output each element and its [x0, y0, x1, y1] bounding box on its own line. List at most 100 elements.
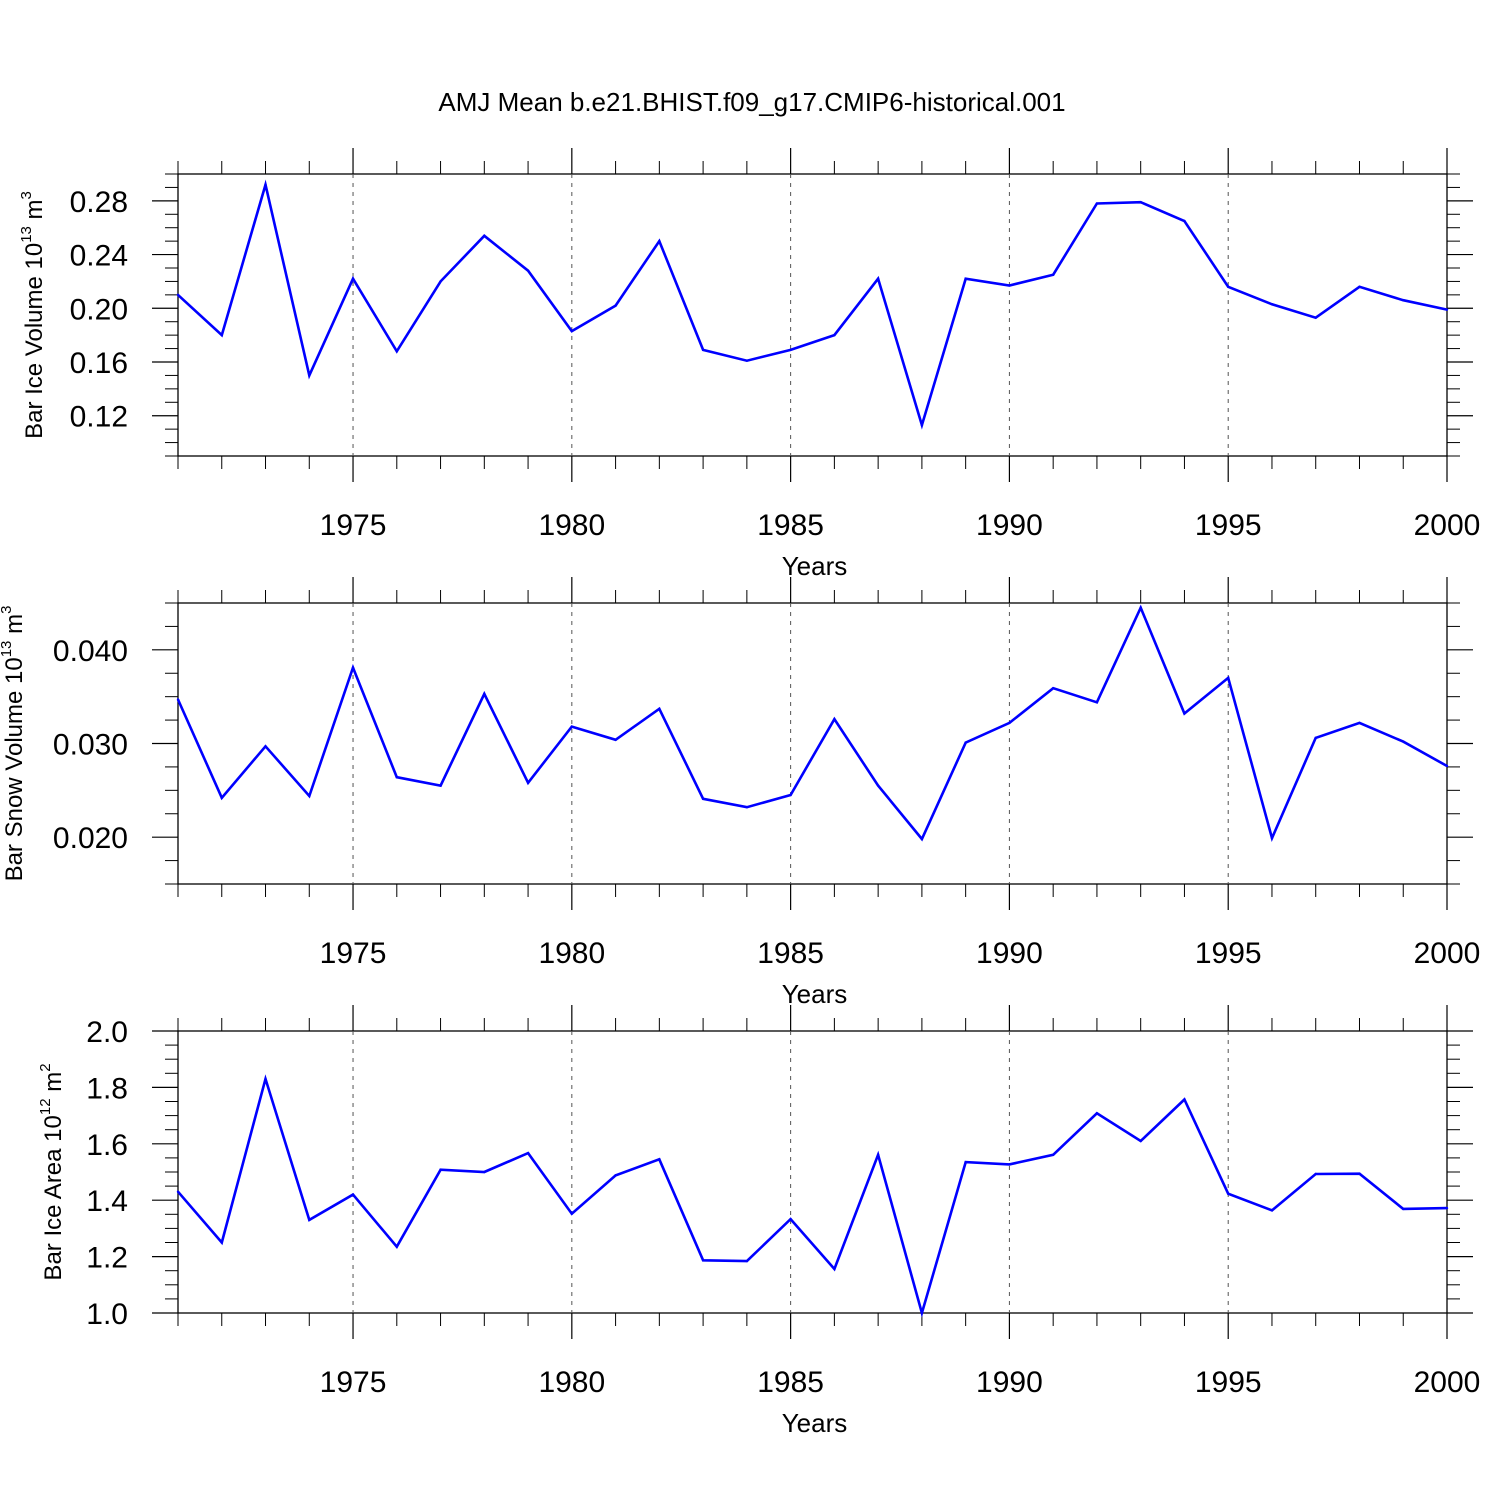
- data-point: [1402, 1207, 1405, 1211]
- data-point: [876, 277, 880, 280]
- data-point: [351, 1193, 355, 1196]
- y-axis-title: Bar Ice Area 1012 m2: [37, 1063, 67, 1280]
- x-axis-title: Years: [782, 979, 848, 1009]
- panel-1: 1975 1980 1985 1990 1995 2000 0.12 0.16 0.20 0.24…: [18, 148, 1480, 581]
- y-axis-title-text: Bar Ice Area 10: [40, 1115, 67, 1280]
- y-tick-label: 0.030: [53, 729, 128, 762]
- data-point: [833, 333, 836, 337]
- data-point: [1227, 676, 1230, 680]
- data-point: [439, 1168, 442, 1171]
- data-point: [1139, 1139, 1142, 1143]
- x-tick-label: 1985: [757, 937, 824, 970]
- data-point: [920, 423, 924, 427]
- data-point: [701, 797, 705, 800]
- data-point: [176, 698, 180, 701]
- y-axis-title-unit-exponent: 3: [18, 191, 35, 199]
- x-tick-label: 1975: [320, 509, 387, 542]
- data-point: [1358, 721, 1361, 725]
- data-point: [570, 725, 574, 728]
- data-point: [220, 333, 223, 337]
- data-point: [1358, 285, 1361, 288]
- data-point: [308, 374, 311, 377]
- data-point: [1183, 219, 1186, 223]
- data-point: [1227, 285, 1230, 288]
- data-point: [1445, 1206, 1449, 1210]
- data-point: [701, 348, 705, 352]
- data-point: [920, 837, 924, 841]
- y-tick-label: 0.040: [53, 635, 128, 668]
- x-axis-title: Years: [782, 1408, 848, 1438]
- data-point: [220, 1241, 223, 1244]
- x-tick-label: 1995: [1195, 509, 1262, 542]
- y-axis-title-unit: m: [40, 1072, 67, 1099]
- y-tick-label: 0.20: [70, 293, 128, 326]
- data-point: [1051, 1153, 1055, 1156]
- data-point: [1139, 201, 1142, 204]
- data-point: [483, 1170, 486, 1174]
- data-point: [614, 304, 617, 307]
- data-point: [308, 1218, 311, 1222]
- x-tick-label: 1980: [538, 937, 605, 970]
- x-tick-label: 2000: [1414, 1366, 1481, 1399]
- data-point: [701, 1259, 705, 1262]
- data-point: [876, 784, 880, 787]
- data-point: [220, 796, 223, 800]
- data-point: [1095, 701, 1099, 704]
- data-point: [876, 1153, 880, 1156]
- y-axis-title-unit-exponent: 3: [0, 606, 15, 614]
- data-point: [614, 1174, 617, 1177]
- data-point: [1051, 273, 1055, 276]
- y-tick-label: 0.24: [70, 240, 128, 273]
- data-point: [395, 1245, 398, 1248]
- data-point: [308, 794, 311, 798]
- data-point: [658, 707, 661, 711]
- y-axis-title-unit-exponent: 2: [37, 1063, 54, 1071]
- data-point: [789, 793, 792, 797]
- y-tick-label: 0.28: [70, 186, 128, 219]
- data-point: [1358, 1172, 1361, 1175]
- data-point: [1314, 316, 1317, 319]
- data-point: [614, 738, 617, 741]
- x-tick-label: 1980: [538, 509, 605, 542]
- data-point: [789, 348, 792, 352]
- y-axis-title-exponent: 13: [0, 641, 15, 658]
- data-point: [964, 741, 967, 744]
- data-point: [658, 239, 661, 243]
- plot-frame: [177, 1030, 1448, 1314]
- data-point: [1183, 712, 1186, 715]
- x-tick-label: 1990: [976, 937, 1043, 970]
- data-point: [570, 329, 574, 333]
- data-point: [526, 1151, 530, 1155]
- y-axis-title: Bar Ice Volume 1013 m3: [18, 191, 48, 439]
- y-axis-title-unit: m: [21, 199, 48, 226]
- data-point: [526, 269, 530, 272]
- data-point: [745, 1259, 749, 1263]
- data-point: [1139, 606, 1142, 609]
- data-point: [1402, 299, 1405, 302]
- x-axis-title: Years: [782, 551, 848, 581]
- series-line: [176, 604, 1448, 842]
- data-point: [833, 717, 836, 721]
- x-tick-label: 1995: [1195, 937, 1262, 970]
- data-point: [1445, 764, 1449, 768]
- plot-frame: [177, 173, 1448, 457]
- x-tick-label: 1990: [976, 509, 1043, 542]
- x-tick-label: 1985: [757, 509, 824, 542]
- data-point: [264, 1077, 267, 1081]
- y-axis-title: Bar Snow Volume 1013 m3: [0, 606, 28, 882]
- data-point: [483, 234, 486, 237]
- y-tick-label: 1.8: [86, 1072, 128, 1105]
- y-axis-title-unit: m: [1, 614, 28, 641]
- data-point: [1270, 303, 1274, 306]
- panels-group: 1975 1980 1985 1990 1995 2000 0.12 0.16 0.20 0.24…: [0, 148, 1480, 1438]
- y-tick-label: 2.0: [86, 1016, 128, 1049]
- data-point: [483, 692, 486, 696]
- data-point: [264, 745, 267, 748]
- y-tick-label: 0.16: [70, 347, 128, 380]
- data-point: [351, 277, 355, 280]
- data-point: [745, 359, 749, 362]
- data-point: [351, 666, 355, 669]
- data-point: [1314, 1172, 1317, 1176]
- data-point: [1095, 202, 1099, 205]
- data-point: [395, 776, 398, 779]
